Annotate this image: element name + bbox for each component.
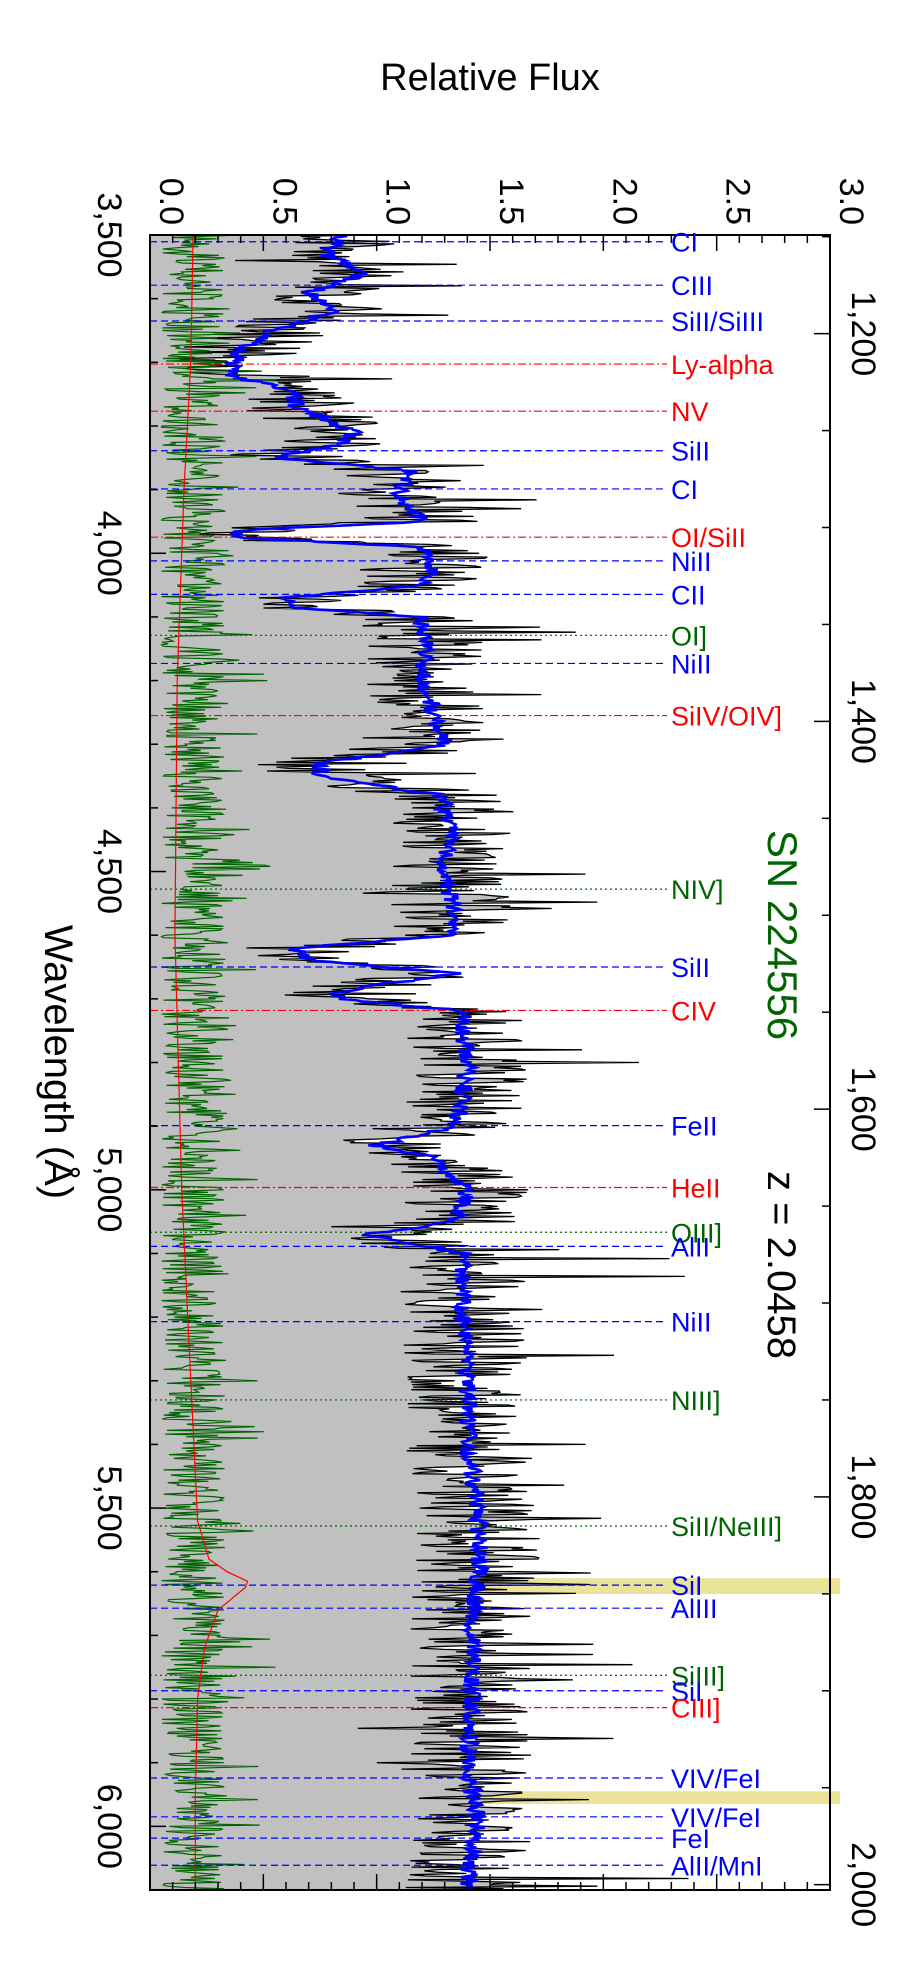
line-id-label: HeII [671,1173,721,1203]
wavelength-tick-label: 3,500 [90,192,128,277]
axis-ticks: 0.0 0.5 1.0 1.5 2.0 2.5 3.0 3,500 4,000 4,500 5,00… [90,178,882,1927]
line-id-labels: CICIIISiII/SiIIILy-alphaNVSiIICIOI/SiIIN… [671,228,782,1882]
line-id-label: SiI [671,1677,703,1707]
rest-wavelength-tick-label: 1,400 [844,679,882,764]
line-id-label: SiII/SiIII [671,307,764,337]
error-spectrum-line [160,235,277,1890]
observed-flux-line [177,235,689,1890]
flux-tick-label: 1.5 [492,178,530,225]
line-id-label: NiII [671,649,712,679]
line-id-label: AlII/MnI [671,1851,763,1881]
line-id-label: OI] [671,621,707,651]
flux-tick-label: 2.0 [605,178,643,225]
line-id-label: SiIII] [671,1661,725,1691]
wavelength-tick-label: 5,500 [90,1466,128,1551]
line-id-label: NiII [671,547,712,577]
line-id-label: OIII] [671,1218,722,1248]
flux-tick-label: 2.5 [719,178,757,225]
line-id-label: AlII [671,1232,710,1262]
line-id-label: CIV [671,996,716,1026]
line-id-label: NiII [671,1308,712,1338]
flux-tick-label: 0.5 [265,178,303,225]
line-id-label: FeI [671,1824,710,1854]
rest-wavelength-tick-label: 1,200 [844,291,882,376]
x-axis-title: Wavelength (Å) [36,925,81,1199]
line-id-label: OI/SiII [671,523,746,553]
line-id-label: SiII [671,437,710,467]
y-axis-title: Relative Flux [380,57,600,99]
line-id-label: AlIII [671,1594,718,1624]
rest-wavelength-tick-label: 1,600 [844,1067,882,1152]
chart-title: SN 224556 [759,830,806,1040]
line-id-label: SiIV/OIV] [671,702,782,732]
line-id-label: CIII [671,271,713,301]
line-id-label: CI [671,475,698,505]
wavelength-tick-label: 5,000 [90,1147,128,1232]
line-id-label: SiII [671,953,710,983]
line-id-label: FeII [671,1112,718,1142]
line-id-label: NIII] [671,1386,721,1416]
redshift-label: z = 2.0458 [759,1171,803,1359]
sky-curve [174,235,249,1890]
rest-wavelength-tick-label: 2,000 [844,1842,882,1927]
line-id-label: VIV/FeI [671,1764,761,1794]
model-spectrum-line [223,235,491,1890]
line-id-label: NV [671,397,709,427]
wavelength-tick-label: 6,000 [90,1784,128,1869]
line-id-label: NIV] [671,875,724,905]
wavelength-tick-label: 4,500 [90,829,128,914]
line-id-label: Ly-alpha [671,350,775,380]
line-id-label: SiI [671,1571,703,1601]
flux-tick-label: 0.0 [152,178,190,225]
flux-tick-label: 3.0 [832,178,870,225]
flux-tick-label: 1.0 [379,178,417,225]
observed-flux-fill [150,235,689,1890]
line-id-label: SiII/NeIII] [671,1512,782,1542]
plot-area [150,235,689,1890]
line-id-label: CII [671,580,706,610]
line-id-label: CI [671,228,698,258]
rest-wavelength-tick-label: 1,800 [844,1454,882,1539]
line-id-label: CIII] [671,1694,721,1724]
line-id-label: VIV/FeI [671,1803,761,1833]
wavelength-tick-label: 4,000 [90,511,128,596]
